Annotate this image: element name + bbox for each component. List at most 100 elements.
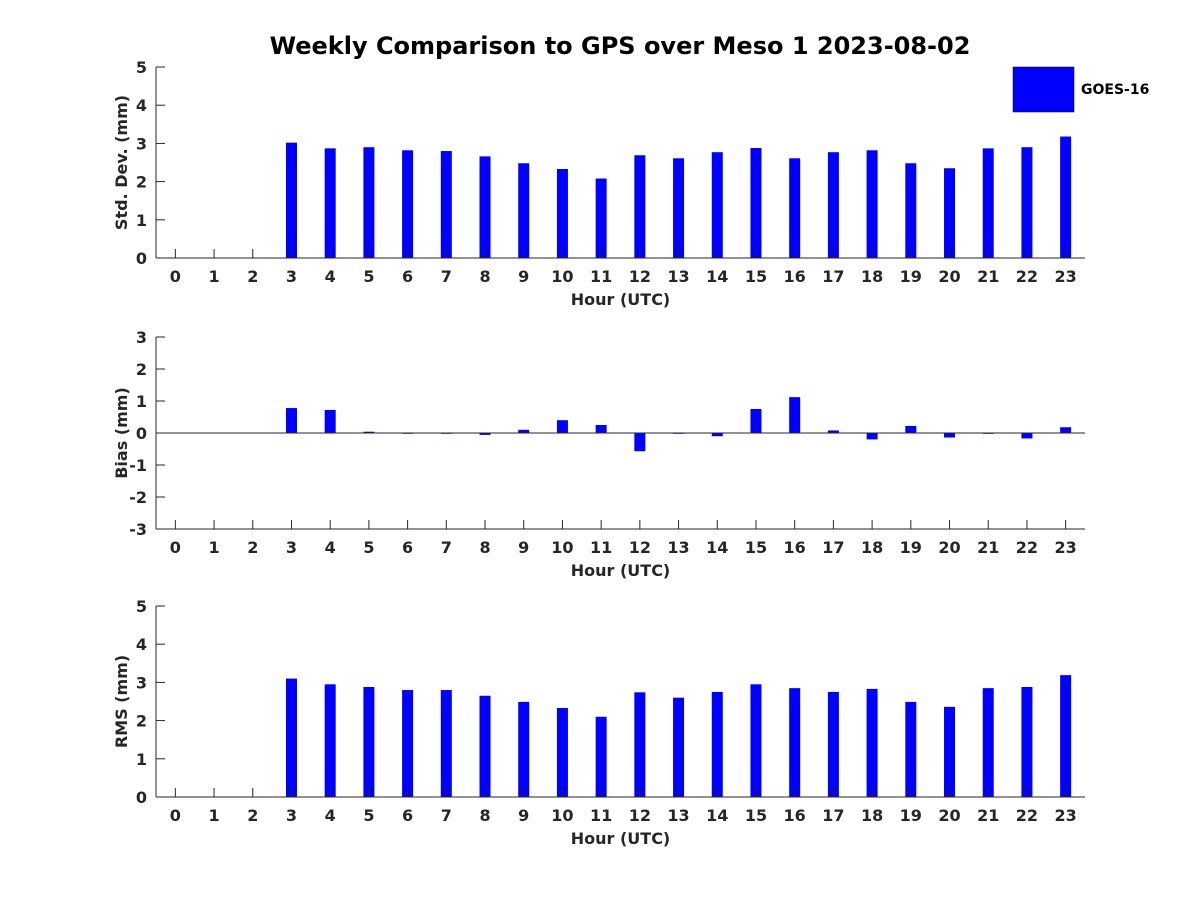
bias-bar-14 [711, 433, 723, 437]
rms-y-tick-label-0: 0 [136, 788, 147, 807]
legend: GOES-16 [1012, 66, 1149, 113]
rms-bar-13 [673, 697, 685, 797]
rms-x-tick-label-2: 2 [247, 806, 258, 825]
std-dev-y-tick-label-3: 3 [136, 134, 147, 153]
bias-x-tick-label-0: 0 [170, 538, 181, 557]
bias-bar-3 [285, 408, 297, 433]
bias-x-tick-label-18: 18 [861, 538, 883, 557]
std-dev-bar-18 [866, 150, 878, 258]
bias-x-tick-label-6: 6 [402, 538, 413, 557]
rms-bar-3 [285, 678, 297, 797]
bias-y-tick-label-3: 3 [136, 328, 147, 347]
bias-x-tick-label-15: 15 [745, 538, 767, 557]
rms-x-tick-label-15: 15 [745, 806, 767, 825]
bias-bar-15 [750, 409, 762, 433]
rms-x-tick-label-4: 4 [325, 806, 336, 825]
bias-x-tick-label-2: 2 [247, 538, 258, 557]
bias-x-tick-label-11: 11 [590, 538, 612, 557]
std-dev-x-tick-label-19: 19 [900, 267, 922, 286]
rms-x-tick-label-12: 12 [629, 806, 651, 825]
bias-bar-5 [363, 431, 375, 433]
bias-x-tick-label-4: 4 [325, 538, 336, 557]
std-dev-bar-20 [944, 168, 956, 258]
std-dev-bar-13 [673, 158, 685, 258]
std-dev-x-tick-label-14: 14 [706, 267, 728, 286]
rms-x-tick-label-19: 19 [900, 806, 922, 825]
bias-x-tick-label-10: 10 [551, 538, 573, 557]
rms-bar-22 [1021, 686, 1033, 797]
bias-y-tick-label--2: -2 [129, 488, 147, 507]
bias-x-tick-label-12: 12 [629, 538, 651, 557]
rms-x-tick-label-21: 21 [977, 806, 999, 825]
std-dev-y-tick-label-5: 5 [136, 58, 147, 77]
rms-bar-7 [440, 690, 452, 797]
bias-x-tick-label-7: 7 [441, 538, 452, 557]
rms-y-tick-label-4: 4 [136, 635, 147, 654]
rms-x-tick-label-3: 3 [286, 806, 297, 825]
rms-bar-4 [324, 684, 336, 797]
bias-bar-23 [1060, 427, 1072, 433]
bias-y-tick-label-1: 1 [136, 392, 147, 411]
rms-bar-17 [827, 691, 839, 797]
rms-bar-11 [595, 716, 607, 797]
std-dev-x-tick-label-3: 3 [286, 267, 297, 286]
std-dev-y-tick-label-1: 1 [136, 211, 147, 230]
rms-bar-5 [363, 686, 375, 797]
std-dev-bar-23 [1060, 136, 1072, 258]
bias-bar-10 [556, 420, 568, 433]
bias-bar-11 [595, 425, 607, 433]
rms-y-tick-label-2: 2 [136, 712, 147, 731]
std-dev-x-tick-label-12: 12 [629, 267, 651, 286]
std-dev-bar-7 [440, 151, 452, 258]
rms-x-tick-label-22: 22 [1016, 806, 1038, 825]
bias-x-tick-label-20: 20 [938, 538, 960, 557]
std-dev-bar-9 [518, 163, 530, 258]
rms-x-tick-label-18: 18 [861, 806, 883, 825]
bias-x-tick-label-14: 14 [706, 538, 728, 557]
rms-x-tick-label-11: 11 [590, 806, 612, 825]
rms-y-tick-label-5: 5 [136, 597, 147, 616]
std-dev-x-tick-label-8: 8 [479, 267, 490, 286]
std-dev-x-tick-label-7: 7 [441, 267, 452, 286]
bias-bar-9 [518, 429, 530, 433]
bias-bar-19 [905, 425, 917, 433]
rms-panel: 0 1 2 3 4 5 6 7 8 9 10 11 12 13 14 15 16 17 18 19 20 21 22 2301… [112, 597, 1085, 848]
rms-bar-6 [402, 690, 414, 797]
rms-bar-20 [944, 706, 956, 797]
std-dev-x-tick-label-5: 5 [363, 267, 374, 286]
std-dev-bar-12 [634, 155, 646, 258]
rms-x-tick-label-14: 14 [706, 806, 728, 825]
rms-y-tick-label-1: 1 [136, 750, 147, 769]
rms-x-tick-label-6: 6 [402, 806, 413, 825]
std-dev-bar-3 [285, 142, 297, 258]
std-dev-panel: 0 1 2 3 4 5 6 7 8 9 10 11 12 13 14 15 16 17 18 19 20 21 22 2301… [112, 58, 1085, 309]
std-dev-bar-11 [595, 178, 607, 258]
bias-x-tick-label-19: 19 [900, 538, 922, 557]
rms-x-tick-label-23: 23 [1055, 806, 1077, 825]
rms-x-tick-label-9: 9 [518, 806, 529, 825]
bias-x-tick-label-21: 21 [977, 538, 999, 557]
bias-y-tick-label--3: -3 [129, 520, 147, 539]
rms-y-axis-label: RMS (mm) [112, 655, 131, 748]
rms-bar-19 [905, 701, 917, 797]
rms-bar-8 [479, 695, 491, 797]
std-dev-x-tick-label-2: 2 [247, 267, 258, 286]
rms-bar-21 [982, 688, 994, 797]
std-dev-x-tick-label-10: 10 [551, 267, 573, 286]
bias-x-tick-label-17: 17 [822, 538, 844, 557]
rms-x-tick-label-20: 20 [938, 806, 960, 825]
std-dev-bar-22 [1021, 147, 1033, 258]
std-dev-x-tick-label-16: 16 [784, 267, 806, 286]
std-dev-bar-4 [324, 148, 336, 258]
rms-bar-18 [866, 688, 878, 797]
bias-bar-16 [789, 397, 801, 433]
legend-swatch-goes16 [1012, 66, 1075, 113]
bias-x-tick-label-22: 22 [1016, 538, 1038, 557]
std-dev-y-tick-label-0: 0 [136, 249, 147, 268]
rms-x-tick-label-8: 8 [479, 806, 490, 825]
std-dev-y-axis-label: Std. Dev. (mm) [112, 95, 131, 230]
bias-bar-4 [324, 409, 336, 433]
std-dev-x-tick-label-0: 0 [170, 267, 181, 286]
rms-bar-16 [789, 688, 801, 797]
rms-x-tick-label-5: 5 [363, 806, 374, 825]
